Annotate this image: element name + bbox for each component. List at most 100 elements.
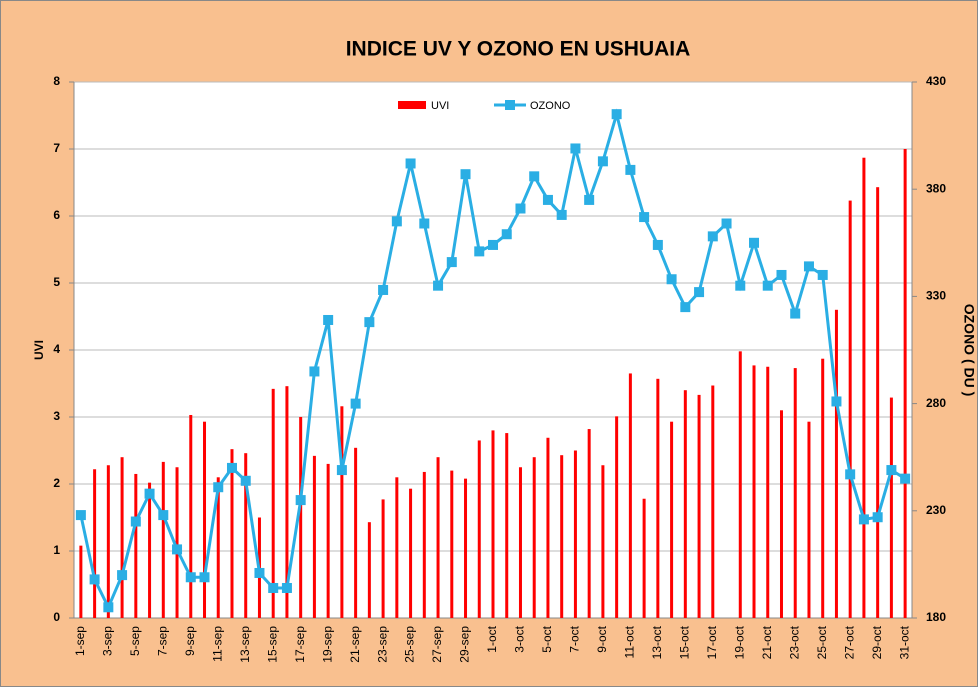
marker <box>323 314 334 325</box>
x-tick-label: 29-oct <box>870 625 884 659</box>
y2-axis-label: OZONO ( DU ) <box>961 304 977 397</box>
bar <box>834 309 838 618</box>
bar <box>148 482 152 618</box>
marker <box>130 516 141 527</box>
y-tick-label: 5 <box>53 275 60 289</box>
legend-label: UVI <box>431 100 449 112</box>
marker <box>172 544 183 555</box>
marker <box>584 194 595 205</box>
marker <box>281 582 292 593</box>
x-tick-label: 29-sep <box>458 626 472 663</box>
bar <box>395 477 399 618</box>
marker <box>680 302 691 313</box>
marker <box>158 510 169 521</box>
marker <box>776 269 787 280</box>
bar <box>409 488 413 618</box>
y-tick-label: 6 <box>53 208 60 222</box>
bar <box>889 397 893 618</box>
marker <box>625 164 636 175</box>
bar <box>642 498 646 618</box>
marker <box>707 231 718 242</box>
marker <box>446 257 457 268</box>
x-tick-label: 25-sep <box>403 626 417 663</box>
marker <box>790 308 801 319</box>
marker <box>858 514 869 525</box>
marker <box>845 469 856 480</box>
bar <box>230 449 234 618</box>
bar <box>779 410 783 618</box>
marker <box>872 512 883 523</box>
bar <box>450 470 454 618</box>
y2-tick-label: 230 <box>926 503 946 517</box>
marker <box>749 237 760 248</box>
marker <box>501 229 512 240</box>
bar <box>876 187 880 618</box>
bar <box>93 469 97 618</box>
marker <box>762 280 773 291</box>
marker <box>405 158 416 169</box>
x-tick-label: 9-oct <box>595 625 609 652</box>
bar <box>326 463 330 618</box>
marker <box>694 287 705 298</box>
x-tick-label: 15-oct <box>677 625 691 659</box>
marker <box>254 567 265 578</box>
x-tick-label: 5-sep <box>128 626 142 656</box>
marker <box>666 274 677 285</box>
marker <box>817 269 828 280</box>
x-tick-label: 19-oct <box>732 625 746 659</box>
marker <box>556 209 567 220</box>
bar <box>189 414 193 618</box>
x-tick-label: 1-oct <box>485 625 499 652</box>
marker <box>213 482 224 493</box>
marker <box>240 475 251 486</box>
bar <box>106 465 110 618</box>
bar <box>560 455 564 618</box>
bar <box>285 386 289 618</box>
y-tick-label: 8 <box>53 74 60 88</box>
y2-tick-label: 280 <box>926 396 946 410</box>
marker <box>350 398 361 409</box>
x-tick-label: 3-oct <box>513 625 527 652</box>
y-tick-label: 3 <box>53 409 60 423</box>
x-tick-label: 21-oct <box>760 625 774 659</box>
x-tick-label: 13-sep <box>238 626 252 663</box>
marker <box>378 284 389 295</box>
marker <box>295 495 306 506</box>
marker <box>721 218 732 229</box>
bar <box>752 365 756 618</box>
x-tick-label: 1-sep <box>73 626 87 656</box>
bar <box>670 421 674 618</box>
marker <box>886 465 897 476</box>
marker <box>144 488 155 499</box>
marker <box>433 280 444 291</box>
bar <box>903 149 907 618</box>
marker <box>391 216 402 227</box>
bar <box>505 433 509 618</box>
bar <box>203 421 207 618</box>
bar <box>79 545 83 618</box>
bar <box>216 477 220 618</box>
bar <box>464 478 468 618</box>
marker <box>419 218 430 229</box>
bar <box>271 388 275 618</box>
x-tick-label: 11-oct <box>623 625 637 658</box>
x-tick-label: 19-sep <box>320 626 334 663</box>
marker <box>735 280 746 291</box>
bar <box>134 473 138 618</box>
x-tick-label: 23-oct <box>787 625 801 659</box>
marker <box>611 109 622 120</box>
marker <box>460 169 471 180</box>
marker <box>474 246 485 257</box>
marker <box>185 572 196 583</box>
bar <box>587 429 591 618</box>
bar <box>477 440 481 618</box>
bar <box>683 390 687 618</box>
y-axis-label: UVI <box>32 340 46 360</box>
bar <box>161 461 165 618</box>
bar <box>175 467 179 618</box>
x-tick-label: 3-sep <box>101 626 115 656</box>
bar <box>615 416 619 618</box>
x-tick-label: 17-sep <box>293 626 307 663</box>
y2-tick-label: 330 <box>926 289 946 303</box>
